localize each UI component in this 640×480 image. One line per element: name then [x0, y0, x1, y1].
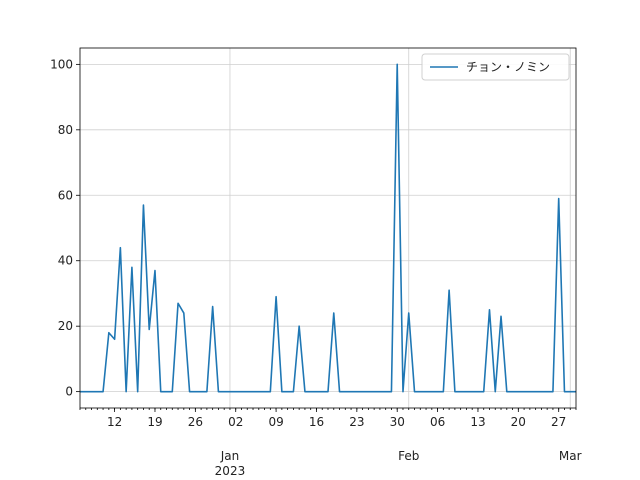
x-tick-label: 23 — [349, 415, 364, 429]
x-tick-label: 02 — [228, 415, 243, 429]
y-tick-label: 100 — [50, 57, 73, 71]
legend: チョン・ノミン — [421, 53, 570, 81]
y-tick-label: 80 — [58, 123, 73, 137]
x-tick-label: 09 — [268, 415, 283, 429]
legend-box — [421, 53, 570, 81]
y-tick-label: 0 — [65, 385, 73, 399]
x-tick-label: 30 — [390, 415, 405, 429]
y-tick-label: 40 — [58, 254, 73, 268]
x-tick-label: 26 — [188, 415, 203, 429]
x-tick-label: 06 — [430, 415, 445, 429]
x-tick-label: 13 — [470, 415, 485, 429]
series-line — [80, 63, 576, 393]
x-tick-label: 27 — [551, 415, 566, 429]
x-tick-label: 19 — [147, 415, 162, 429]
y-tick-label: 20 — [58, 319, 73, 333]
x-tick-label: 12 — [107, 415, 122, 429]
x-tick-label: Jan 2023 — [215, 449, 246, 478]
plot-frame — [79, 47, 577, 409]
y-tick-label: 60 — [58, 188, 73, 202]
x-tick-label: Feb — [398, 449, 419, 463]
x-tick-label: Mar — [559, 449, 582, 463]
x-tick-label: 20 — [511, 415, 526, 429]
legend-label: チョン・ノミン — [466, 60, 550, 74]
x-tick-label: 16 — [309, 415, 324, 429]
